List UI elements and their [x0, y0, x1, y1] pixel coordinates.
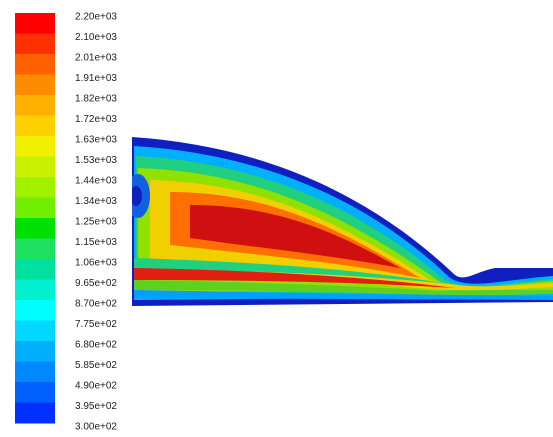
colorbar-label: 4.90e+02 — [75, 381, 117, 392]
color-swatch — [15, 361, 55, 383]
colorbar-label: 7.75e+02 — [75, 319, 117, 330]
colorbar-label: 3.95e+02 — [75, 401, 117, 412]
color-swatch — [15, 300, 55, 321]
color-swatch — [15, 382, 55, 403]
colorbar-label: 1.72e+03 — [75, 114, 117, 125]
color-swatch — [15, 74, 55, 96]
color-swatch — [15, 13, 55, 34]
colorbar-label: 1.15e+03 — [75, 237, 117, 248]
color-swatch — [15, 177, 55, 198]
colorbar-label: 5.85e+02 — [75, 360, 117, 371]
colorbar-label: 1.53e+03 — [75, 155, 117, 166]
color-swatch — [15, 197, 55, 219]
color-swatch — [15, 95, 55, 116]
color-swatch — [15, 218, 55, 239]
colorbar-label: 1.63e+03 — [75, 135, 117, 146]
color-swatch — [15, 115, 55, 137]
colorbar-label: 1.82e+03 — [75, 94, 117, 105]
colorbar: 2.20e+03 2.10e+03 2.01e+03 1.91e+03 1.82e+03… — [15, 12, 117, 433]
colorbar-label: 2.20e+03 — [75, 12, 117, 23]
colorbar-label: 1.44e+03 — [75, 176, 117, 187]
colorbar-label: 2.01e+03 — [75, 53, 117, 64]
contour-field — [132, 137, 553, 306]
colorbar-label: 8.70e+02 — [75, 299, 117, 310]
colorbar-label: 1.25e+03 — [75, 217, 117, 228]
colorbar-label: 2.10e+03 — [75, 32, 117, 43]
colorbar-label: 3.00e+02 — [75, 422, 117, 433]
color-swatch — [15, 402, 55, 424]
color-swatch — [15, 259, 55, 280]
color-swatch — [15, 341, 55, 362]
colorbar-label: 1.91e+03 — [75, 73, 117, 84]
color-swatch — [15, 54, 55, 75]
colorbar-label: 9.65e+02 — [75, 278, 117, 289]
colorbar-label: 6.80e+02 — [75, 340, 117, 351]
color-swatch — [15, 136, 55, 157]
color-swatch — [15, 33, 55, 55]
color-swatch — [15, 320, 55, 342]
colorbar-label: 1.06e+03 — [75, 258, 117, 269]
colorbar-label: 1.34e+03 — [75, 196, 117, 207]
color-swatch — [15, 156, 55, 178]
color-swatch — [15, 279, 55, 301]
color-swatch — [15, 238, 55, 260]
